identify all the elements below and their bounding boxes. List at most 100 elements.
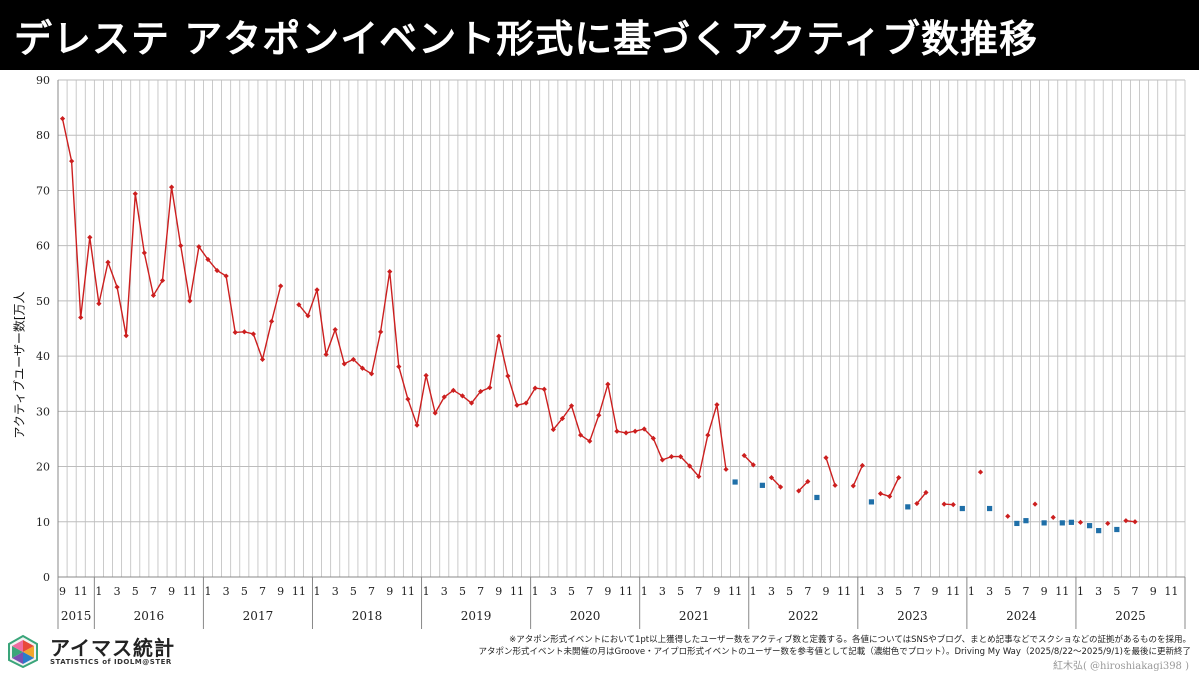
data-point-main [587, 438, 593, 444]
x-tick-label: 5 [568, 585, 575, 598]
x-tick-label: 9 [277, 585, 284, 598]
data-point-main [750, 462, 756, 468]
data-point-reference [732, 479, 738, 485]
data-point-main [741, 452, 747, 459]
data-point-main [850, 483, 856, 489]
data-point-main [78, 314, 84, 321]
data-point-main [359, 365, 366, 371]
y-tick-label: 70 [36, 184, 50, 197]
data-point-main [341, 361, 347, 367]
data-point-reference [1114, 526, 1120, 533]
data-point-main [977, 469, 984, 475]
data-point-main [559, 415, 566, 422]
x-tick-label: 11 [183, 585, 197, 598]
data-point-main [777, 484, 784, 490]
x-tick-label: 3 [659, 585, 666, 598]
data-point-main [232, 329, 238, 335]
x-tick-label: 3 [550, 585, 557, 598]
data-point-main [650, 435, 656, 441]
data-point-main [378, 329, 384, 335]
data-point-main [887, 493, 893, 499]
x-tick-label: 7 [1132, 585, 1139, 598]
year-label: 2023 [897, 609, 928, 623]
data-point-main [641, 426, 647, 432]
x-tick-label: 1 [1077, 585, 1084, 598]
data-point-main [414, 422, 420, 428]
footnote-1: ※アタポン形式イベントにおいて1pt以上獲得したユーザー数をアクティブ数と定義す… [509, 635, 1191, 645]
data-point-main [259, 356, 266, 363]
x-tick-label: 1 [314, 585, 321, 598]
data-point-main [59, 116, 66, 122]
title-bar: デレステ アタポンイベント形式に基づくアクティブ数推移 [0, 0, 1199, 70]
data-point-main [314, 287, 320, 293]
data-point-main [768, 475, 775, 481]
data-point-main [877, 491, 884, 497]
data-point-main [332, 327, 338, 333]
data-point-main [914, 500, 920, 507]
data-point-main [923, 489, 929, 496]
data-point-main [423, 372, 429, 379]
x-tick-label: 11 [728, 585, 742, 598]
data-point-main [468, 400, 475, 406]
data-point-reference [1014, 520, 1020, 527]
data-point-main [1050, 514, 1056, 520]
data-point-main [278, 283, 284, 289]
series-layer [59, 116, 1138, 534]
x-tick-label: 5 [786, 585, 793, 598]
data-point-main [496, 333, 502, 339]
x-tick-label: 9 [386, 585, 393, 598]
year-label: 2016 [134, 609, 165, 623]
y-tick-label: 0 [43, 571, 50, 584]
data-point-main [450, 387, 456, 393]
data-point-main [823, 455, 829, 461]
x-tick-label: 7 [368, 585, 375, 598]
year-label: 2015 [61, 609, 92, 623]
series-line-segment [916, 492, 927, 505]
data-point-main [205, 256, 211, 263]
series-line-segment [880, 477, 900, 498]
data-point-main [896, 475, 902, 481]
y-tick-label: 50 [36, 295, 50, 308]
x-tick-label: 5 [895, 585, 902, 598]
y-tick-label: 90 [36, 74, 50, 87]
data-point-main [832, 482, 838, 488]
x-tick-label: 11 [837, 585, 851, 598]
data-point-main [405, 396, 411, 402]
x-tick-label: 7 [477, 585, 484, 598]
data-point-main [87, 234, 93, 240]
data-point-main [96, 301, 102, 307]
series-line-segment [61, 118, 282, 362]
x-tick-label: 9 [59, 585, 66, 598]
data-point-main [305, 313, 311, 319]
data-point-reference [959, 505, 965, 512]
x-tick-label: 9 [168, 585, 175, 598]
x-tick-label: 7 [913, 585, 920, 598]
x-tick-label: 11 [510, 585, 524, 598]
data-point-main [623, 430, 629, 436]
data-point-main [568, 403, 575, 409]
series-line-segment [798, 481, 809, 492]
data-point-main [187, 298, 193, 304]
x-tick-labels: 9 11 1 3 5 7 9 11 1 3 5 7 9 11 1 3 5 7 9 11 1 3 5 7 9 11 1 3 5 7 9 11 1 3… [59, 585, 1178, 598]
x-tick-label: 7 [1022, 585, 1029, 598]
x-tick-label: 9 [1041, 585, 1048, 598]
y-tick-label: 30 [36, 405, 50, 418]
x-tick-label: 1 [95, 585, 102, 598]
year-label: 2019 [461, 609, 492, 623]
data-point-reference [986, 505, 993, 512]
year-label: 2018 [352, 609, 383, 623]
data-point-main [69, 158, 75, 164]
x-tick-label: 7 [150, 585, 157, 598]
data-point-reference [1086, 523, 1093, 529]
x-tick-label: 3 [223, 585, 230, 598]
year-label: 2022 [788, 609, 819, 623]
data-point-main [677, 454, 684, 460]
x-tick-label: 7 [804, 585, 811, 598]
data-point-main [687, 463, 693, 469]
data-point-main [478, 388, 484, 395]
data-point-main [1123, 518, 1129, 524]
data-point-main [596, 412, 602, 418]
data-point-main [541, 386, 547, 392]
x-tick-label: 3 [1095, 585, 1102, 598]
x-tick-label: 5 [350, 585, 357, 598]
